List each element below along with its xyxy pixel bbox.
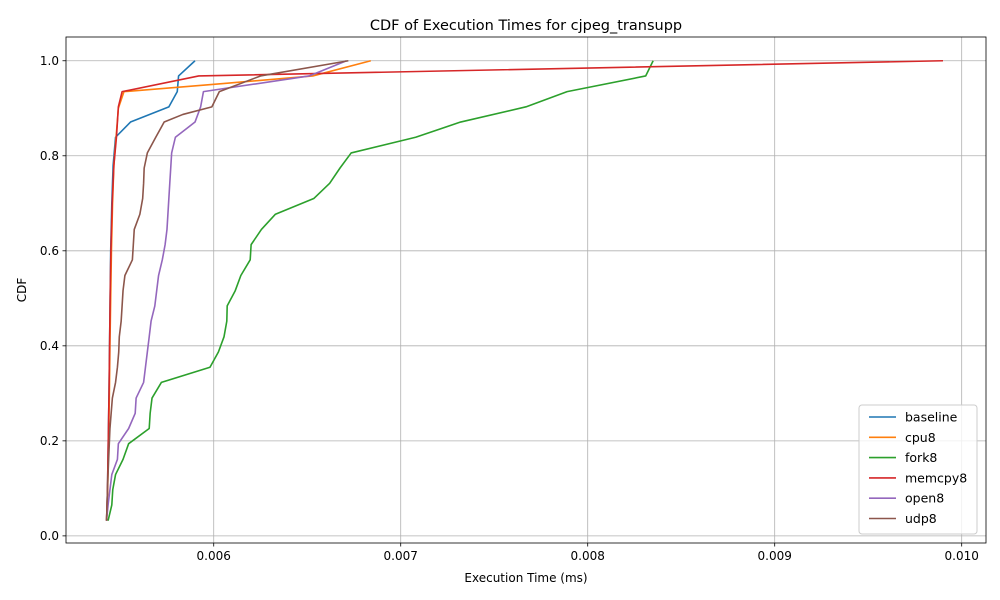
legend-label-cpu8: cpu8 [905,430,936,445]
y-axis-title: CDF [15,278,29,303]
legend-label-fork8: fork8 [905,450,937,465]
y-tick-label: 0.0 [40,529,59,543]
x-tick-label: 0.009 [758,549,792,563]
series-lines [105,59,944,521]
series-line-memcpy8 [105,59,944,521]
y-tick-label: 0.2 [40,434,59,448]
y-tick-label: 1.0 [40,54,59,68]
y-tick-label: 0.6 [40,244,59,258]
legend: baseline cpu8 fork8 memcpy8 open8 udp8 [858,404,978,535]
y-tick-label: 0.4 [40,339,59,353]
series-line-open8 [105,60,347,521]
series-line-udp8 [105,59,349,521]
legend-label-memcpy8: memcpy8 [905,470,967,485]
x-axis-title: Execution Time (ms) [464,571,587,585]
grid-lines [66,37,986,543]
x-tick-label: 0.010 [945,549,979,563]
legend-label-baseline: baseline [905,410,958,425]
legend-label-udp8: udp8 [905,511,937,526]
x-tick-label: 0.007 [384,549,418,563]
y-tick-label: 0.8 [40,149,59,163]
legend-label-open8: open8 [905,491,944,506]
x-tick-label: 0.008 [571,549,605,563]
axis-ticks: 0.006 0.007 0.008 0.009 0.010 0.0 0.2 0.4 0.6 0.8… [40,54,979,563]
plot-area-frame [65,36,987,544]
series-line-fork8 [107,60,654,521]
x-tick-label: 0.006 [197,549,231,563]
chart-title: CDF of Execution Times for cjpeg_transup… [370,18,682,34]
